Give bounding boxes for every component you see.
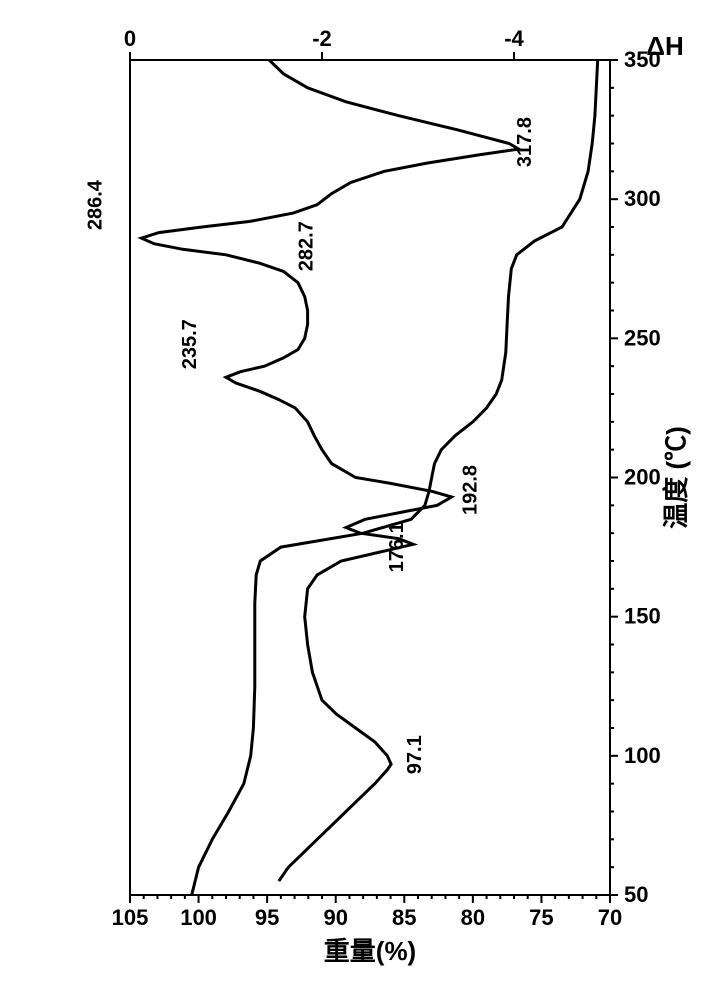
weight-tick-label: 85 <box>392 905 416 930</box>
temp-tick-label: 200 <box>624 465 661 490</box>
temp-tick-label: 150 <box>624 604 661 629</box>
chart-container: 707580859095100105重量(%)-4-20ΔH5010015020… <box>0 0 709 1000</box>
tga-curve <box>192 46 599 895</box>
tga-dsc-chart: 707580859095100105重量(%)-4-20ΔH5010015020… <box>0 0 709 1000</box>
weight-tick-label: 105 <box>112 905 149 930</box>
dh-tick-label: 0 <box>124 26 136 51</box>
temp-tick-label: 350 <box>624 47 661 72</box>
dsc-curve <box>142 46 519 881</box>
weight-tick-label: 70 <box>598 905 622 930</box>
weight-tick-label: 95 <box>255 905 279 930</box>
weight-tick-label: 90 <box>323 905 347 930</box>
temp-tick-label: 300 <box>624 186 661 211</box>
peak-label: 286.4 <box>85 179 107 230</box>
peak-label: 317.8 <box>514 117 536 167</box>
peak-label: 282.7 <box>296 221 318 271</box>
peak-label: 192.8 <box>460 465 482 515</box>
temp-axis-label: 温度 (℃) <box>661 426 691 529</box>
temp-tick-label: 250 <box>624 325 661 350</box>
temp-tick-label: 50 <box>624 882 648 907</box>
temp-tick-label: 100 <box>624 743 661 768</box>
peak-label: 176.1 <box>386 522 408 572</box>
peak-label: 235.7 <box>179 319 201 369</box>
peak-label: 97.1 <box>404 735 426 774</box>
dh-tick-label: -2 <box>312 26 332 51</box>
plot-frame <box>130 60 610 895</box>
dh-tick-label: -4 <box>504 26 524 51</box>
weight-tick-label: 75 <box>529 905 553 930</box>
weight-tick-label: 100 <box>180 905 217 930</box>
weight-tick-label: 80 <box>461 905 485 930</box>
weight-axis-label: 重量(%) <box>324 936 416 966</box>
